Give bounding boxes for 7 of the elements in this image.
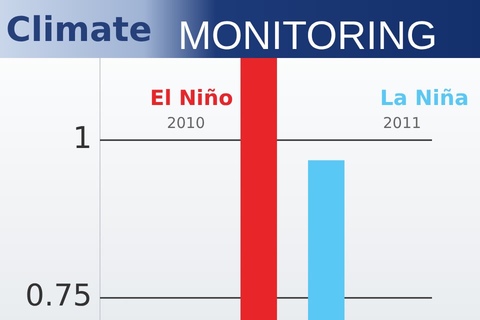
- y-tick-label: 1: [72, 120, 92, 156]
- x-tick-label: La Niña: [380, 86, 469, 110]
- annotation: 2011: [383, 114, 422, 132]
- y-tick-label: 0.75: [25, 278, 92, 314]
- x-tick-label: El Niño: [150, 86, 233, 110]
- annotation: 2010: [166, 114, 205, 132]
- chart-title: Climate MONITORING: [6, 10, 438, 59]
